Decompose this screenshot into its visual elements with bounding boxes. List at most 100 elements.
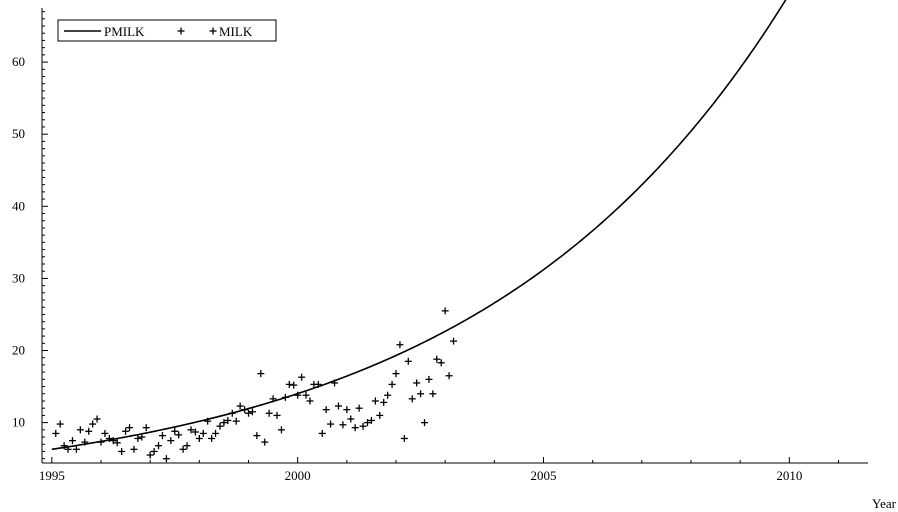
milk-point bbox=[105, 434, 113, 442]
milk-point bbox=[363, 419, 371, 427]
milk-point bbox=[81, 438, 89, 446]
milk-point bbox=[433, 355, 441, 363]
milk-point bbox=[450, 337, 458, 345]
milk-point bbox=[331, 379, 339, 387]
milk-point bbox=[261, 438, 269, 446]
series-pmilk bbox=[51, 0, 787, 451]
milk-point bbox=[72, 445, 80, 453]
milk-point bbox=[130, 445, 138, 453]
milk-point bbox=[248, 408, 256, 416]
milk-point bbox=[191, 428, 199, 436]
milk-point bbox=[445, 372, 453, 380]
milk-point bbox=[298, 373, 306, 381]
y-tick-label: 50 bbox=[12, 126, 25, 141]
milk-point bbox=[195, 434, 203, 442]
milk-point bbox=[413, 379, 421, 387]
ticks: 10 20 30 40 50 60 1995 2000 2005 2010 bbox=[12, 11, 839, 483]
milk-point bbox=[339, 421, 347, 429]
milk-point bbox=[322, 406, 330, 414]
milk-point bbox=[257, 370, 265, 378]
milk-point bbox=[437, 359, 445, 367]
milk-point bbox=[359, 422, 367, 430]
y-tick-label: 20 bbox=[12, 343, 25, 358]
milk-point bbox=[245, 409, 252, 417]
milk-point bbox=[396, 341, 404, 349]
y-tick-label: 60 bbox=[12, 54, 25, 69]
milk-point bbox=[314, 380, 322, 388]
milk-point bbox=[281, 393, 289, 401]
milk-point bbox=[101, 429, 109, 437]
milk-point bbox=[429, 390, 437, 398]
milk-point bbox=[183, 442, 191, 450]
milk-point bbox=[171, 427, 179, 435]
milk-point bbox=[56, 420, 64, 428]
pmilk-line bbox=[51, 0, 787, 451]
milk-point bbox=[404, 357, 412, 365]
milk-point bbox=[187, 426, 195, 434]
milk-point bbox=[60, 442, 68, 450]
milk-point bbox=[97, 438, 105, 446]
legend: PMILK MILK bbox=[57, 19, 277, 42]
milk-point bbox=[417, 390, 425, 398]
milk-point bbox=[212, 429, 220, 437]
milk-point bbox=[241, 406, 249, 414]
milk-point bbox=[269, 395, 277, 403]
x-tick-label: 2000 bbox=[285, 468, 311, 483]
y-tick-label: 10 bbox=[12, 415, 25, 430]
legend-label-pmilk: PMILK bbox=[104, 24, 145, 39]
milk-point bbox=[425, 375, 433, 383]
series-milk bbox=[52, 307, 458, 463]
milk-point bbox=[158, 432, 166, 440]
x-axis-label: Year bbox=[872, 496, 897, 511]
milk-point bbox=[142, 424, 150, 432]
milk-point bbox=[343, 406, 351, 414]
milk-point bbox=[327, 420, 335, 428]
milk-point bbox=[155, 442, 163, 450]
milk-point bbox=[318, 429, 326, 437]
milk-point bbox=[228, 409, 236, 417]
milk-point bbox=[253, 432, 261, 440]
legend-label-milk: MILK bbox=[219, 24, 253, 39]
milk-point bbox=[220, 419, 228, 427]
milk-point bbox=[351, 424, 359, 432]
milk-point bbox=[408, 395, 416, 403]
milk-point bbox=[109, 437, 117, 445]
milk-point bbox=[89, 420, 97, 428]
milk-point bbox=[138, 433, 146, 441]
milk-point bbox=[93, 415, 101, 423]
milk-point bbox=[224, 416, 232, 424]
milk-point bbox=[146, 451, 154, 459]
milk-point bbox=[216, 422, 224, 430]
milk-point bbox=[392, 370, 400, 378]
milk-point bbox=[400, 434, 408, 442]
milk-point bbox=[126, 424, 134, 432]
milk-point bbox=[367, 416, 375, 424]
milk-point bbox=[179, 445, 187, 453]
milk-point bbox=[277, 426, 285, 434]
milk-point bbox=[199, 429, 207, 437]
milk-point bbox=[421, 419, 429, 427]
milk-point bbox=[150, 447, 158, 455]
milk-point bbox=[113, 439, 121, 447]
milk-point bbox=[76, 426, 84, 434]
axes bbox=[41, 8, 868, 464]
milk-point bbox=[347, 415, 355, 423]
milk-point bbox=[162, 455, 170, 463]
milk-point bbox=[273, 411, 281, 419]
milk-point bbox=[118, 447, 126, 455]
y-tick-label: 30 bbox=[12, 270, 25, 285]
milk-point bbox=[306, 397, 314, 405]
milk-point bbox=[208, 434, 216, 442]
x-tick-label: 2005 bbox=[531, 468, 557, 483]
milk-point bbox=[134, 434, 142, 442]
legend-marker-swatch bbox=[209, 27, 217, 35]
milk-point bbox=[175, 431, 183, 439]
milk-point bbox=[64, 445, 72, 453]
milk-point bbox=[302, 391, 310, 399]
milk-point bbox=[167, 437, 175, 445]
milk-point bbox=[52, 429, 60, 437]
milk-point bbox=[265, 409, 273, 417]
milk-point bbox=[384, 391, 392, 399]
milk-point bbox=[441, 307, 449, 315]
